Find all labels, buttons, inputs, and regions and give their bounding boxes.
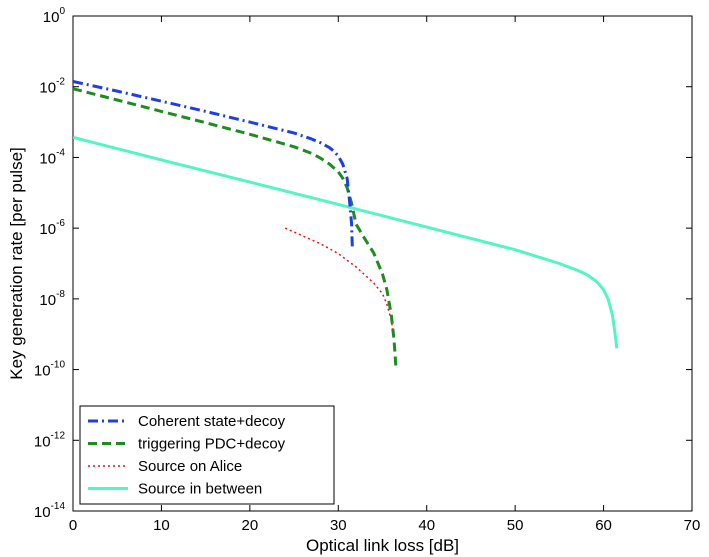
series-line-0: [73, 80, 354, 250]
plot-frame: [72, 15, 693, 512]
series-line-3: [73, 135, 619, 349]
x-tick-label: 70: [684, 517, 701, 534]
y-tick-label: 10-2: [39, 77, 65, 97]
y-axis-label: Key generation rate [per pulse]: [7, 147, 26, 379]
y-tick-label: 100: [43, 6, 66, 26]
x-tick-label: 30: [330, 517, 347, 534]
x-tick-label: 50: [507, 517, 524, 534]
y-tick-label: 10-10: [34, 360, 66, 380]
x-tick-label: 60: [595, 517, 612, 534]
legend-label-0: Coherent state+decoy: [138, 413, 286, 430]
x-tick-label: 10: [153, 517, 170, 534]
x-tick-label: 40: [418, 517, 435, 534]
x-tick-label: 0: [69, 517, 77, 534]
series-line-1: [73, 87, 398, 366]
y-tick-label: 10-4: [39, 147, 65, 167]
x-axis-label: Optical link loss [dB]: [306, 536, 459, 555]
y-tick-label: 10-6: [39, 218, 65, 238]
legend-label-2: Source on Alice: [138, 458, 242, 475]
legend: Coherent state+decoy triggering PDC+decoy…: [79, 405, 335, 505]
legend-label-1: triggering PDC+decoy: [138, 436, 286, 453]
y-tick-label: 10-8: [39, 289, 65, 309]
y-tick-label: 10-14: [34, 501, 66, 521]
legend-label-3: Source in between: [138, 481, 262, 498]
x-tick-label: 20: [242, 517, 259, 534]
y-tick-label: 10-12: [34, 430, 66, 450]
series-line-2: [284, 227, 395, 338]
